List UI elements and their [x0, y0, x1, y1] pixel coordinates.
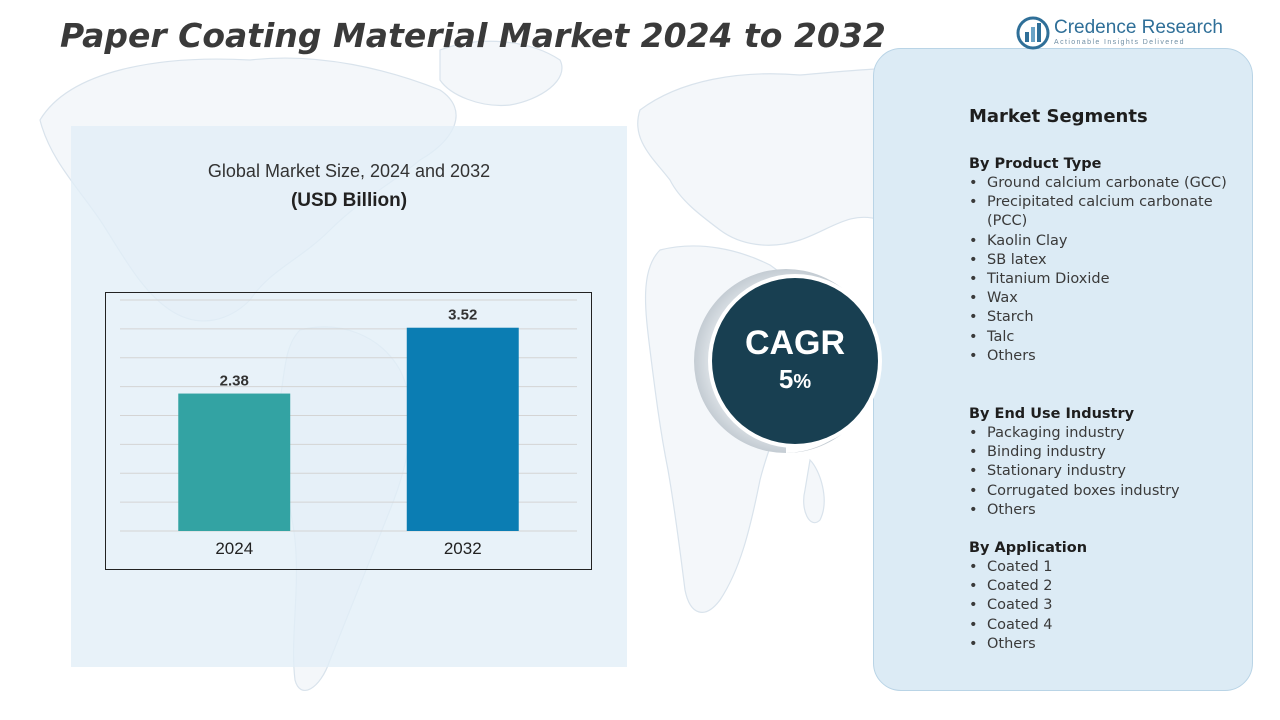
segment-group-product-type: By Product Type Ground calcium carbonate…: [969, 155, 1249, 366]
segment-group-title: By End Use Industry: [969, 406, 1135, 422]
cagr-value: 5%: [779, 362, 811, 399]
segment-item: Others: [969, 347, 1249, 366]
segment-list: Coated 1 Coated 2 Coated 3 Coated 4 Othe…: [969, 558, 1249, 654]
segment-item: Corrugated boxes industry: [969, 482, 1249, 501]
chart-subtitle: (USD Billion): [290, 190, 408, 211]
segment-list: Ground calcium carbonate (GCC) Precipita…: [969, 174, 1249, 366]
segment-item: Others: [969, 501, 1249, 520]
brand-logo: Credence Research Actionable Insights De…: [1016, 16, 1223, 50]
segment-item: Precipitated calcium carbonate (PCC): [969, 193, 1249, 231]
segment-item: Coated 2: [969, 577, 1249, 596]
x-tick-label-2032: 2032: [444, 539, 482, 558]
segments-heading: Market Segments: [969, 106, 1148, 127]
cagr-unit: %: [793, 370, 812, 393]
cagr-badge: CAGR 5%: [712, 278, 878, 444]
page-title: Paper Coating Material Market 2024 to 20…: [60, 16, 886, 55]
chart-panel: [71, 126, 627, 667]
segment-item: Titanium Dioxide: [969, 270, 1249, 289]
bar-2024: [178, 393, 291, 531]
segment-item: Coated 3: [969, 596, 1249, 615]
segment-group-title: By Application: [969, 540, 1088, 556]
segment-item: Coated 4: [969, 616, 1249, 635]
cagr-number: 5: [778, 363, 794, 394]
segment-item: Others: [969, 635, 1249, 654]
credence-logo-icon: [1016, 16, 1050, 50]
cagr-label: CAGR: [744, 323, 846, 362]
segment-item: Kaolin Clay: [969, 232, 1249, 251]
bar-chart: 2.38 2024 3.52 2032: [105, 292, 592, 570]
segment-item: Binding industry: [969, 443, 1249, 462]
segment-item: Coated 1: [969, 558, 1249, 577]
chart-title: Global Market Size, 2024 and 2032: [207, 161, 491, 181]
segment-item: Stationary industry: [969, 462, 1249, 481]
logo-tagline: Actionable Insights Delivered: [1054, 39, 1185, 46]
segment-item: Starch: [969, 308, 1249, 327]
data-label-2032: 3.52: [448, 307, 477, 324]
segment-item: Packaging industry: [969, 424, 1249, 443]
bar-2032: [406, 327, 519, 531]
segment-item: Ground calcium carbonate (GCC): [969, 174, 1249, 193]
segment-list: Packaging industry Binding industry Stat…: [969, 424, 1249, 520]
data-label-2024: 2.38: [220, 373, 249, 390]
x-tick-label-2024: 2024: [215, 539, 253, 558]
segment-item: Talc: [969, 328, 1249, 347]
segment-group-end-use-industry: By End Use Industry Packaging industry B…: [969, 405, 1249, 520]
segment-group-title: By Product Type: [969, 156, 1102, 172]
segment-item: Wax: [969, 289, 1249, 308]
bar-chart-svg: 2.38 2024 3.52 2032: [120, 299, 577, 558]
logo-name: Credence Research: [1054, 17, 1223, 38]
segment-item: SB latex: [969, 251, 1249, 270]
segment-group-application: By Application Coated 1 Coated 2 Coated …: [969, 539, 1249, 654]
